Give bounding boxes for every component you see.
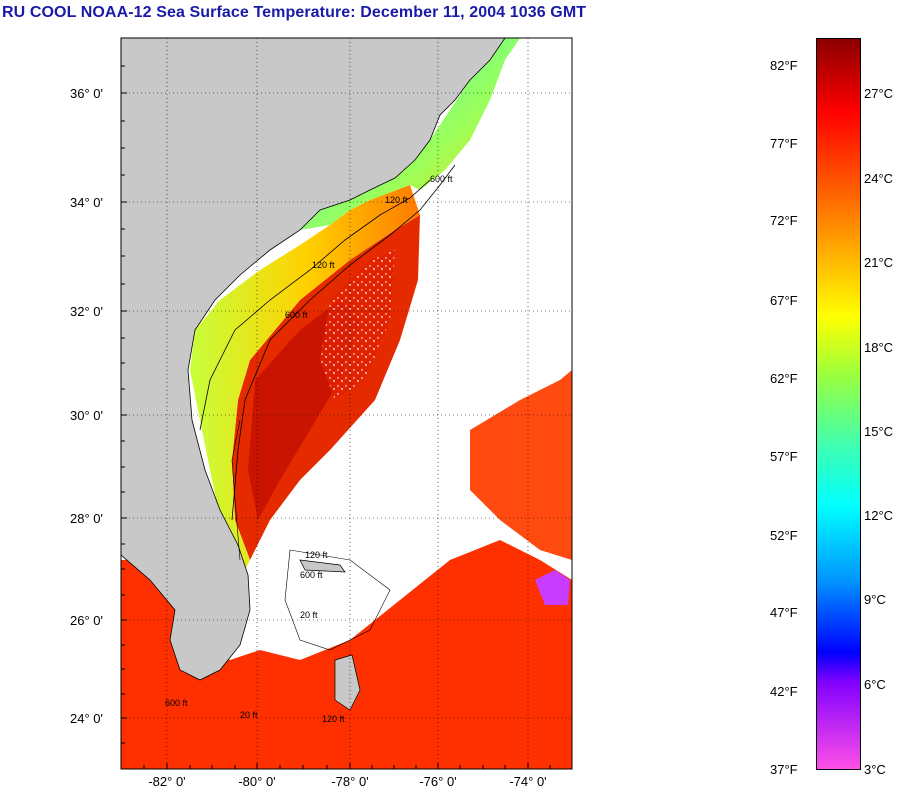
colorbar-f-label: 57°F <box>770 449 798 464</box>
map-frame <box>120 37 573 770</box>
colorbar-c-label: 21°C <box>864 255 894 270</box>
colorbar-f-label: 62°F <box>770 371 798 386</box>
lon-label: -78° 0' <box>331 774 369 789</box>
depth-label: 20 ft <box>300 610 318 620</box>
axis-ticks <box>121 65 551 769</box>
colorbar-f-label: 72°F <box>770 213 798 228</box>
lat-label: 30° 0' <box>70 408 103 423</box>
depth-label: 120 ft <box>312 260 335 270</box>
island-andros <box>334 654 361 711</box>
depth-label: 600 ft <box>430 174 453 184</box>
colorbar-f-label: 82°F <box>770 58 798 73</box>
lon-label: -80° 0' <box>238 774 276 789</box>
colorbar-f-label: 67°F <box>770 293 798 308</box>
colorbar-f-label: 52°F <box>770 528 798 543</box>
depth-label: 120 ft <box>305 550 328 560</box>
depth-label: 600 ft <box>300 570 323 580</box>
depth-label: 120 ft <box>322 714 345 724</box>
colorbar-c-label: 6°C <box>864 677 886 692</box>
depth-label: 20 ft <box>240 710 258 720</box>
depth-contour-600ft <box>231 164 456 521</box>
colorbar-c-label: 18°C <box>864 340 894 355</box>
colorbar-c-label: 24°C <box>864 171 894 186</box>
island-grand-bahama <box>299 559 346 573</box>
colorbar-f-label: 42°F <box>770 684 798 699</box>
colorbar-c-label: 9°C <box>864 592 886 607</box>
colorbar-f-label: 37°F <box>770 762 798 777</box>
lat-label: 32° 0' <box>70 304 103 319</box>
depth-label: 600 ft <box>165 698 188 708</box>
depth-contour-shelf-edge <box>231 419 241 561</box>
temperature-colorbar <box>816 38 861 770</box>
colorbar-c-label: 27°C <box>864 86 894 101</box>
depth-label: 600 ft <box>285 310 308 320</box>
map-title: RU COOL NOAA-12 Sea Surface Temperature:… <box>2 4 587 21</box>
south-warm-waters <box>121 540 572 769</box>
land-us-coast <box>121 38 506 681</box>
depth-contour-bahamas <box>284 549 391 651</box>
colorbar-c-label: 3°C <box>864 762 886 777</box>
lat-label: 24° 0' <box>70 711 103 726</box>
lat-label: 28° 0' <box>70 511 103 526</box>
lon-label: -82° 0' <box>148 774 186 789</box>
colorbar-c-label: 12°C <box>864 508 894 523</box>
lat-label: 26° 0' <box>70 613 103 628</box>
cloud-gap-bahamas <box>260 545 380 640</box>
east-cool-patch <box>535 570 570 605</box>
depth-contour-120ft <box>199 179 431 431</box>
lat-label: 34° 0' <box>70 195 103 210</box>
cloud-speckle <box>320 250 395 400</box>
shelf-waters-north <box>300 38 520 230</box>
lon-label: -76° 0' <box>419 774 457 789</box>
lon-label: -74° 0' <box>509 774 547 789</box>
east-patches <box>470 370 572 560</box>
colorbar-c-label: 15°C <box>864 424 894 439</box>
colorbar-f-label: 47°F <box>770 605 798 620</box>
lat-label: 36° 0' <box>70 86 103 101</box>
depth-label: 120 ft <box>385 195 408 205</box>
colorbar-f-label: 77°F <box>770 136 798 151</box>
shelf-waters-south <box>190 185 420 580</box>
